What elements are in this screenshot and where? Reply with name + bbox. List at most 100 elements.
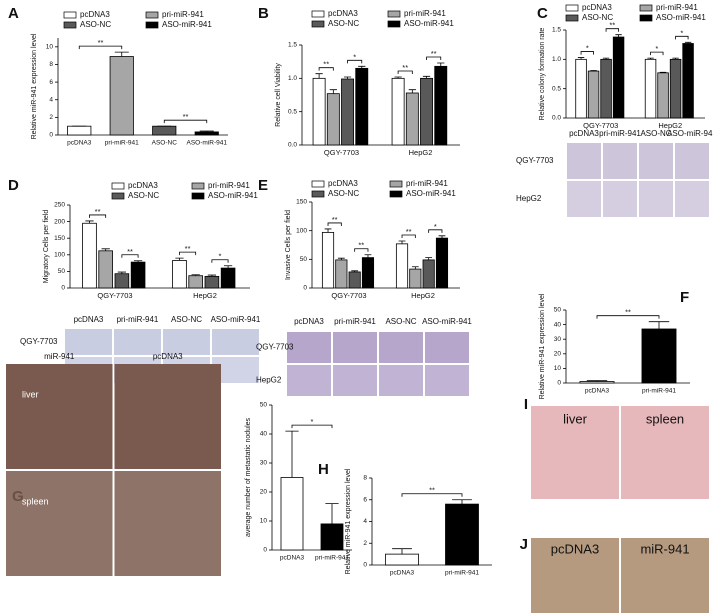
error-bar xyxy=(114,51,129,57)
bar xyxy=(587,70,600,119)
legend-swatch xyxy=(111,182,125,190)
significance: ** xyxy=(609,21,615,30)
image xyxy=(287,332,331,363)
bar xyxy=(341,78,354,146)
bar xyxy=(612,36,625,119)
panel-label: H xyxy=(318,461,329,478)
image xyxy=(639,181,673,217)
error-bar xyxy=(343,76,352,79)
y-tick-label: 50 xyxy=(554,307,562,314)
error-bar xyxy=(590,70,597,72)
bar xyxy=(312,77,326,146)
bar xyxy=(669,58,682,119)
image xyxy=(333,365,377,396)
bar xyxy=(575,58,587,119)
legend-label: ASO-NC xyxy=(80,20,111,29)
legend-label: pri-miR-941 xyxy=(208,181,250,190)
y-tick-label: 50 xyxy=(58,268,66,275)
bar xyxy=(114,273,130,289)
significance-bracket xyxy=(397,70,413,74)
y-tick-label: 30 xyxy=(554,336,562,343)
significance: ** xyxy=(95,207,101,216)
significance: ** xyxy=(402,63,408,72)
significance: ** xyxy=(185,244,191,253)
error-bar xyxy=(191,274,200,276)
significance-bracket xyxy=(650,51,664,56)
error-bar xyxy=(329,89,337,94)
bar xyxy=(361,257,375,289)
legend-swatch xyxy=(191,182,205,190)
legend-swatch xyxy=(639,14,653,22)
image-column-label: ASO-miR-941 xyxy=(211,315,261,324)
image xyxy=(675,143,709,179)
image xyxy=(6,471,113,576)
significance-bracket xyxy=(211,259,229,263)
y-tick-label: 150 xyxy=(54,235,65,242)
error-bar xyxy=(358,65,366,69)
y-tick-label: 0 xyxy=(263,547,267,554)
bar xyxy=(204,275,220,289)
significance-bracket xyxy=(580,51,594,55)
bar xyxy=(644,58,657,119)
panel-label: B xyxy=(258,5,269,22)
significance-bracket xyxy=(354,248,369,252)
legend-label: ASO-NC xyxy=(328,189,359,198)
significance: * xyxy=(311,417,314,426)
significance-bracket xyxy=(596,315,660,319)
bar xyxy=(641,328,677,384)
significance: ** xyxy=(358,241,364,250)
x-tick-label: pri-miR-941 xyxy=(315,555,349,562)
legend-swatch xyxy=(145,11,159,19)
error-bar xyxy=(684,41,692,44)
panel-label: I xyxy=(524,396,528,413)
legend-label: pcDNA3 xyxy=(328,179,358,188)
image-column-label: pri-miR-941 xyxy=(117,315,159,324)
y-tick-label: 2 xyxy=(49,114,53,121)
image xyxy=(114,364,221,469)
bar xyxy=(435,237,449,289)
x-tick-label: HepG2 xyxy=(658,121,682,130)
image-column-label: pcDNA3 xyxy=(551,541,599,556)
x-tick-label: QGY-7703 xyxy=(583,121,618,130)
significance-bracket xyxy=(675,35,689,40)
error-bar xyxy=(351,270,359,272)
image-row-label: QGY-7703 xyxy=(20,337,58,346)
legend-label: ASO-NC xyxy=(128,191,159,200)
error-bar xyxy=(101,248,110,251)
x-tick-label: HepG2 xyxy=(193,291,217,300)
error-bar xyxy=(602,57,610,60)
x-tick-label: ASO-NC xyxy=(152,140,178,147)
x-tick-label: QGY-7703 xyxy=(324,148,359,157)
error-bar xyxy=(315,73,323,79)
significance: * xyxy=(434,222,437,231)
image xyxy=(379,365,423,396)
image xyxy=(675,181,709,217)
bar xyxy=(657,72,669,119)
error-bar xyxy=(325,503,339,524)
y-tick-label: 10 xyxy=(46,44,54,51)
legend-swatch xyxy=(387,20,401,28)
significance: * xyxy=(219,252,222,261)
y-tick-label: 30 xyxy=(260,460,268,467)
error-bar xyxy=(647,57,654,60)
y-tick-label: 0 xyxy=(61,285,65,292)
bar xyxy=(579,381,615,384)
image xyxy=(531,538,619,613)
image-column-label: pcDNA3 xyxy=(74,315,104,324)
bar xyxy=(600,58,612,119)
legend-swatch xyxy=(63,21,77,29)
y-axis-label: Invasive Cells per field xyxy=(285,210,292,280)
y-tick-label: 4 xyxy=(49,96,53,103)
error-bar xyxy=(408,89,416,93)
y-tick-label: 2 xyxy=(363,540,367,547)
bar xyxy=(445,503,479,566)
significance: ** xyxy=(98,38,104,47)
panel-label: C xyxy=(537,5,548,22)
y-tick-label: 0.0 xyxy=(552,115,561,122)
error-bar xyxy=(398,240,406,244)
bar xyxy=(67,125,92,136)
y-tick-label: 0.5 xyxy=(288,108,297,115)
x-tick-label: pri-miR-941 xyxy=(445,570,479,577)
significance-bracket xyxy=(318,67,334,71)
